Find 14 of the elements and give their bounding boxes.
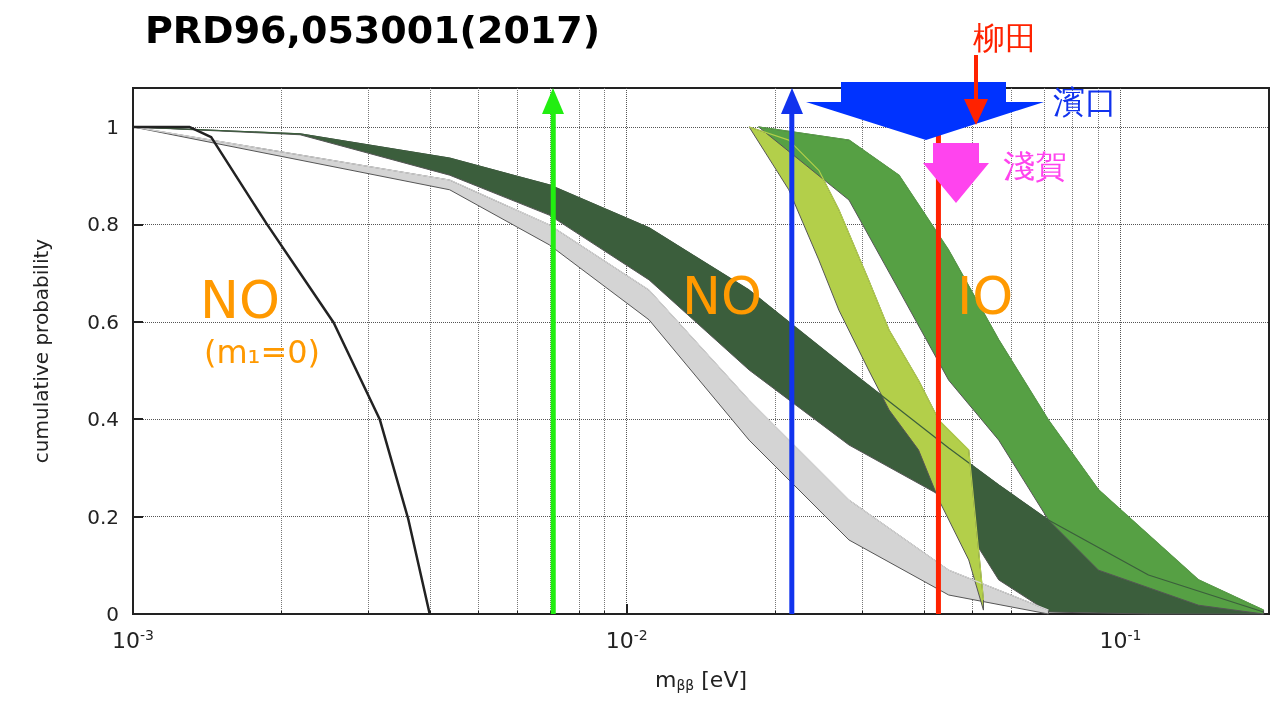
chart-title: PRD96,053001(2017) (145, 8, 601, 52)
y-tick-label: 0 (106, 602, 119, 626)
y-tick-label: 0.4 (87, 407, 119, 432)
annotation: 濱口 (1053, 83, 1117, 121)
text: 柳田 (973, 19, 1037, 57)
y-tick-label: 0.2 (87, 504, 119, 529)
annotation: NO (682, 266, 762, 326)
y-tick-label: 1 (106, 114, 119, 139)
y-tick-label: 0.6 (87, 309, 119, 334)
annotation: (m₁=0) (203, 333, 321, 371)
y-tick-label: 0.8 (87, 212, 119, 237)
annotation: 淺賀 (1003, 147, 1067, 185)
annotation: NO (200, 270, 280, 330)
y-axis-title: cumulative probability (29, 238, 53, 464)
